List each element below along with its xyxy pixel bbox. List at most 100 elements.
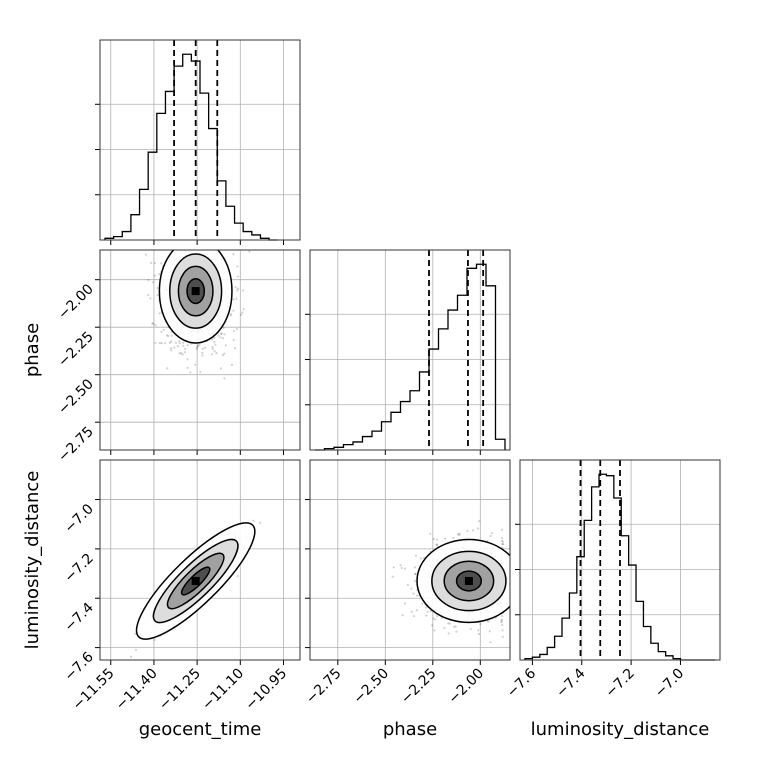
scatter-point [156,287,159,290]
panel-frame [99,39,301,241]
scatter-point [458,532,461,535]
scatter-point [479,623,482,626]
scatter-point [414,572,417,576]
scatter-point [222,326,225,330]
tick-label-x-luminosity_distance: −7.2 [603,666,638,701]
scatter-point [241,289,245,292]
tick-label-x-geocent_time: −11.25 [156,666,204,714]
scatter-point [194,363,197,366]
scatter-point [207,246,209,248]
scatter-point [489,641,492,644]
scatter-point [399,564,402,567]
scatter-point [229,245,231,247]
scatter-point [195,347,198,351]
scatter-point [229,313,233,316]
scatter-point [500,618,503,621]
scatter-point [230,363,234,366]
scatter-point [410,587,413,590]
scatter-point [178,352,181,355]
scatter-point [183,351,187,354]
histogram-luminosity_distance [524,473,715,661]
scatter-point [456,532,460,536]
scatter-point [201,354,204,357]
scatter-point [242,308,245,311]
tick-label-x-geocent_time: −11.10 [199,666,247,714]
tick-label-x-luminosity_distance: −7.6 [504,665,539,700]
scatter-point [210,353,213,356]
scatter-point [212,247,214,249]
scatter-point [228,242,230,244]
scatter-point [174,341,178,344]
scatter-point [169,347,173,350]
scatter-point [186,247,188,249]
scatter-point [487,620,490,623]
scatter-point [458,533,461,537]
tick-label-x-phase: −2.75 [303,666,345,708]
scatter-point [170,237,172,239]
scatter-point [181,341,185,344]
scatter-point [177,225,179,227]
scatter-point [147,278,150,282]
scatter-point [147,293,150,297]
scatter-points [391,520,510,644]
scatter-point [213,340,216,344]
scatter-point [412,592,415,595]
scatter-point [434,618,437,621]
panel-frame [309,249,511,451]
scatter-point [189,243,191,245]
scatter-point [213,350,216,353]
scatter-point [391,575,394,578]
scatter-point [219,332,222,335]
scatter-point [501,543,505,546]
scatter-point [156,294,159,297]
scatter-point [447,632,450,635]
scatter-point [488,630,491,633]
tick-label-x-luminosity_distance: −7.0 [652,666,687,701]
tick-label-x-phase: −2.25 [398,666,440,708]
scatter-point [182,344,185,347]
scatter-point [248,250,251,253]
scatter-point [153,274,156,277]
scatter-point [200,214,202,216]
scatter-point [154,323,157,327]
scatter-point [170,340,173,343]
scatter-point [447,622,450,625]
scatter-point [443,626,446,630]
scatter-point [152,322,155,325]
scatter-points [144,213,251,380]
scatter-point [205,228,207,230]
scatter-point [196,345,200,348]
scatter-point [466,529,469,532]
scatter-point [234,286,237,289]
scatter-point [455,630,458,633]
scatter-point [149,297,152,300]
scatter-point [412,614,415,618]
scatter-point [245,232,247,234]
scatter-point [158,342,161,345]
scatter-panel-phase-luminosity_distance: −2.75 −2.50 −2.25 −2.00 [303,459,511,708]
scatter-point [165,334,169,337]
scatter-point [223,377,226,380]
scatter-point [435,543,438,546]
scatter-point [166,367,169,370]
scatter-point [452,536,455,539]
scatter-panel-geocent_time-luminosity_distance: −11.55−11.40−11.25−11.10−10.95−7.6−7.4−7… [61,459,301,714]
scatter-point [232,253,235,256]
scatter-point [403,567,407,570]
scatter-point [426,610,429,613]
scatter-point [229,314,232,317]
labels: geocent_time phase luminosity_distance p… [22,323,709,740]
scatter-point [186,344,189,347]
scatter-point [489,534,492,538]
density-peak [191,287,200,296]
panels: −7.6 −7.4 −7.2 −7.0−2.75−2.50−2.25−2.00−11.… [55,39,721,714]
scatter-point [415,594,419,597]
scatter-point [221,337,225,340]
scatter-point [233,347,237,350]
scatter-point [184,213,186,215]
scatter-point [196,344,199,347]
scatter-point [241,311,244,314]
scatter-point [401,614,404,617]
scatter-point [162,328,166,331]
scatter-point [413,566,417,569]
